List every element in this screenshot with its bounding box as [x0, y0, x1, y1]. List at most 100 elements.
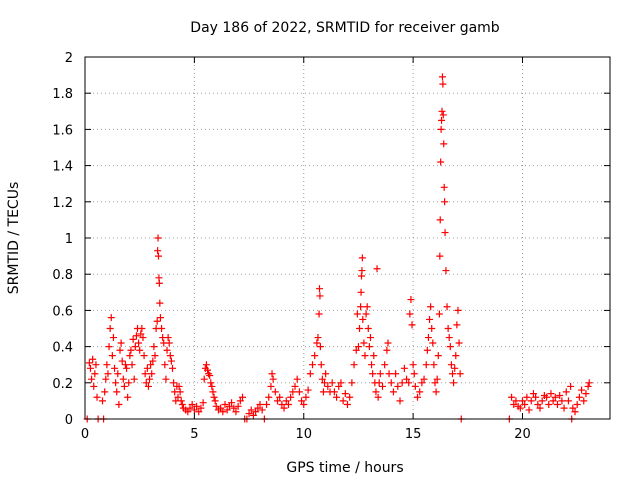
- data-point: [523, 393, 531, 401]
- data-point: [385, 370, 393, 378]
- data-point: [118, 357, 126, 365]
- x-tick-label: 10: [295, 427, 312, 442]
- data-point: [274, 397, 281, 405]
- data-point: [558, 397, 566, 405]
- data-point: [287, 393, 295, 401]
- data-point: [89, 355, 97, 363]
- data-point: [156, 314, 164, 322]
- data-point: [315, 310, 323, 318]
- data-point: [239, 393, 246, 401]
- data-point: [333, 393, 341, 401]
- data-point: [423, 346, 431, 354]
- data-point: [569, 404, 577, 412]
- data-point: [324, 382, 332, 390]
- data-point: [258, 406, 266, 414]
- data-point: [436, 252, 444, 260]
- data-point: [219, 408, 227, 416]
- y-tick-label: 1.2: [52, 196, 73, 211]
- data-point: [101, 388, 109, 396]
- data-point: [410, 370, 418, 378]
- data-point: [120, 382, 128, 390]
- data-point: [276, 393, 284, 401]
- y-tick-label: 0: [65, 413, 73, 428]
- x-tick-label: 0: [81, 427, 89, 442]
- data-point: [556, 391, 564, 399]
- data-point: [128, 361, 136, 369]
- data-point: [406, 310, 414, 318]
- data-point: [142, 379, 150, 387]
- data-point: [91, 370, 99, 378]
- data-point: [117, 339, 125, 347]
- data-point: [512, 397, 520, 405]
- data-point: [166, 352, 174, 360]
- data-point: [536, 404, 544, 412]
- data-point: [359, 315, 367, 323]
- data-point: [456, 370, 464, 378]
- data-point: [373, 265, 381, 273]
- data-point: [116, 346, 124, 354]
- data-point: [154, 234, 162, 242]
- data-point: [449, 370, 456, 378]
- data-point: [265, 393, 273, 401]
- data-point: [129, 335, 137, 343]
- data-point: [337, 379, 345, 387]
- data-point: [161, 361, 169, 369]
- data-point: [158, 325, 166, 332]
- data-point: [200, 375, 208, 383]
- data-point: [154, 247, 162, 255]
- data-point: [403, 375, 411, 383]
- data-point: [268, 370, 276, 378]
- data-point: [130, 375, 138, 383]
- data-point: [564, 397, 572, 405]
- data-point: [267, 382, 275, 390]
- data-point: [252, 408, 260, 416]
- data-point: [543, 393, 551, 401]
- data-point: [211, 397, 219, 405]
- data-point: [366, 334, 374, 342]
- data-point: [113, 388, 121, 396]
- data-point: [143, 364, 151, 372]
- data-point: [141, 370, 149, 378]
- data-point: [137, 330, 145, 338]
- data-point: [444, 325, 452, 332]
- data-point: [549, 397, 557, 405]
- data-point: [358, 267, 366, 275]
- data-point: [119, 375, 127, 383]
- data-point: [209, 388, 217, 396]
- data-point: [249, 411, 257, 419]
- data-points: [83, 73, 593, 423]
- data-point: [560, 404, 568, 412]
- data-point: [280, 404, 288, 412]
- data-point: [538, 397, 546, 405]
- y-axis-label: SRMTID / TECUs: [6, 182, 22, 295]
- data-point: [146, 375, 154, 383]
- data-point: [136, 346, 144, 354]
- data-point: [155, 252, 162, 260]
- data-point: [369, 370, 377, 378]
- data-point: [289, 388, 297, 396]
- data-point: [151, 352, 159, 360]
- data-point: [319, 388, 327, 396]
- data-point: [316, 343, 324, 351]
- data-point: [197, 404, 205, 412]
- data-point: [532, 393, 540, 401]
- data-point: [409, 361, 417, 369]
- data-point: [149, 357, 157, 365]
- data-point: [167, 357, 175, 365]
- data-point: [384, 339, 392, 347]
- data-point: [450, 379, 458, 387]
- y-tick-label: 0.8: [52, 268, 73, 283]
- data-point: [437, 158, 445, 166]
- y-tick-label: 1.8: [52, 87, 73, 102]
- data-point: [150, 343, 158, 351]
- y-tick-label: 0.2: [52, 377, 73, 392]
- data-point: [174, 393, 182, 401]
- data-point: [169, 364, 176, 372]
- data-point: [438, 107, 446, 115]
- data-point: [562, 388, 570, 396]
- data-point: [124, 393, 132, 401]
- data-point: [431, 379, 439, 387]
- data-point: [353, 310, 361, 318]
- data-point: [379, 382, 386, 390]
- data-point: [440, 140, 448, 148]
